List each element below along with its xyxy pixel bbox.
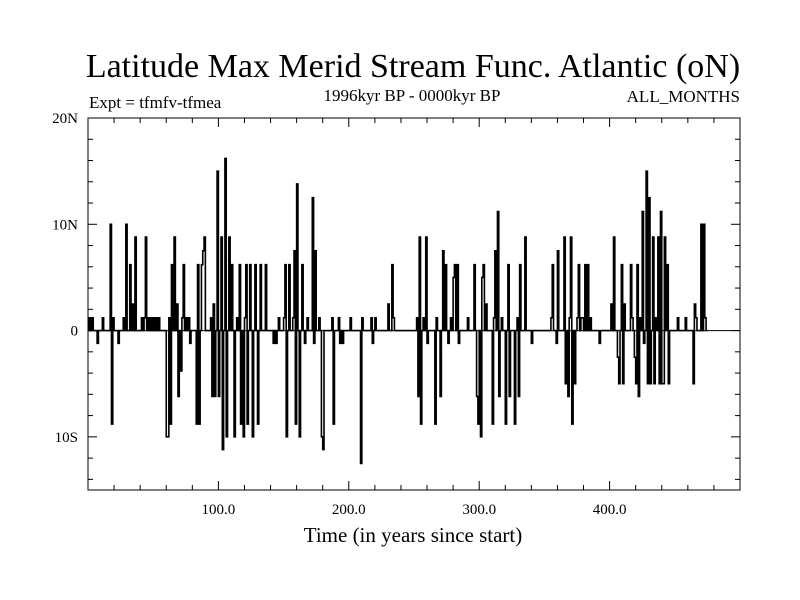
months-label: ALL_MONTHS (627, 87, 740, 106)
chart-title: Latitude Max Merid Stream Func. Atlantic… (86, 48, 740, 85)
time-range-label: 1996kyr BP - 0000kyr BP (324, 86, 501, 105)
x-tick-label: 300.0 (462, 502, 496, 518)
x-tick-label: 200.0 (332, 502, 366, 518)
experiment-label: Expt = tfmfv-tfmea (89, 93, 222, 112)
x-tick-label: 100.0 (202, 502, 236, 518)
y-tick-label: 10S (55, 430, 78, 446)
axis-group: 100.0 200.0 300.0 400.0 20N 10N 0 10S (52, 111, 741, 518)
y-tick-label: 0 (71, 324, 79, 340)
series-group (88, 157, 708, 465)
y-tick-label: 10N (52, 217, 78, 233)
plot-frame (87, 117, 741, 491)
x-tick-label: 400.0 (593, 502, 627, 518)
series-line-latitude (88, 157, 708, 465)
y-tick-label: 20N (52, 111, 78, 127)
x-axis-label: Time (in years since start) (304, 523, 523, 547)
